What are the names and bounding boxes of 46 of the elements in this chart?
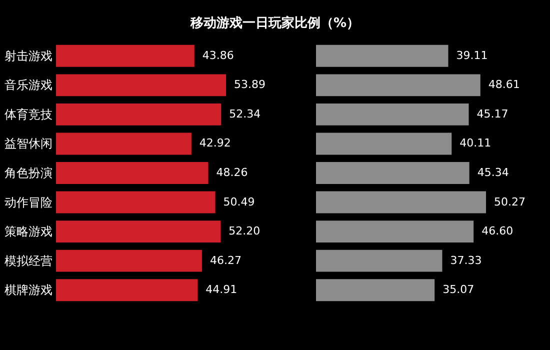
data-label: 45.17 — [476, 107, 508, 120]
bar — [316, 250, 442, 272]
bar — [56, 279, 198, 302]
y-tick-label: 音乐游戏 — [4, 78, 52, 92]
bar — [316, 279, 435, 302]
text: 移动游戏一日玩家比例（%） — [189, 14, 361, 33]
data-label: 43.86 — [202, 48, 234, 62]
data-label: 39.11 — [456, 48, 488, 62]
bar — [316, 74, 480, 96]
data-label: 46.60 — [482, 224, 514, 238]
data-label: 44.91 — [206, 283, 238, 296]
data-label: 42.92 — [199, 136, 231, 150]
data-label: 35.07 — [442, 283, 474, 296]
data-label: 37.33 — [450, 254, 482, 267]
y-tick-label: 策略游戏 — [4, 224, 52, 239]
bar — [56, 74, 226, 96]
bar — [316, 103, 469, 126]
data-label: 53.89 — [234, 78, 266, 92]
bar — [56, 44, 194, 67]
bar — [316, 220, 474, 243]
y-tick-label: 角色扮演 — [4, 166, 52, 180]
bar — [316, 132, 452, 155]
bar — [56, 162, 208, 184]
data-label: 52.20 — [228, 224, 260, 238]
bar — [56, 103, 222, 126]
bar — [316, 162, 470, 184]
bar — [56, 250, 202, 272]
data-label: 46.27 — [210, 254, 242, 267]
y-tick-label: 模拟经营 — [4, 254, 52, 268]
data-label: 52.34 — [229, 107, 261, 120]
data-label: 40.11 — [460, 136, 492, 150]
bar — [316, 191, 486, 214]
bar — [56, 191, 216, 214]
y-tick-label: 射击游戏 — [4, 48, 52, 63]
y-tick-label: 动作冒险 — [4, 195, 52, 210]
y-tick-label: 体育竞技 — [4, 107, 52, 122]
y-tick-label: 棋牌游戏 — [4, 283, 52, 298]
data-label: 48.61 — [488, 78, 520, 92]
data-label: 50.27 — [494, 195, 526, 208]
bar — [56, 132, 192, 155]
data-label: 45.34 — [477, 166, 509, 179]
y-tick-label: 益智休闲 — [4, 136, 52, 151]
data-label: 48.26 — [216, 166, 248, 179]
bar — [316, 44, 448, 67]
bar — [56, 220, 221, 243]
data-label: 50.49 — [223, 195, 255, 208]
